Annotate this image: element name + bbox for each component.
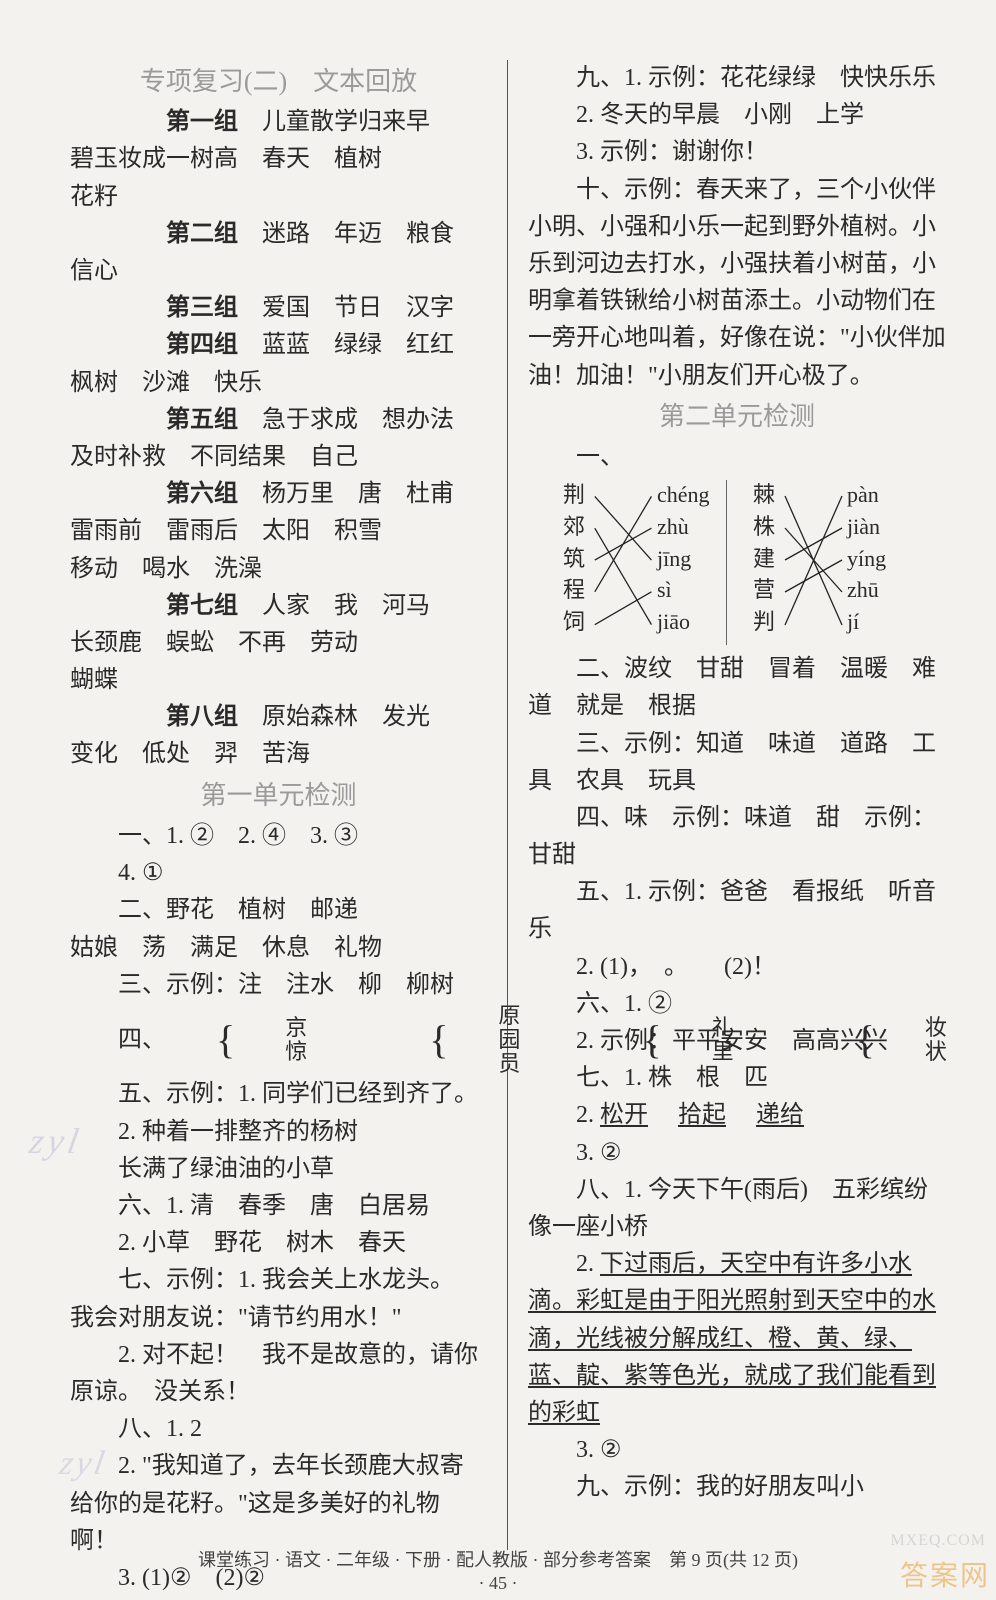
q5-line1: 五、示例：1. 同学们已经到齐了。 (70, 1076, 487, 1113)
group4-line1: 第四组 蓝蓝 绿绿 红红 (70, 327, 487, 364)
r6b: 2. 示例：平平安安 高高兴兴 (528, 1023, 946, 1060)
site-watermark: MXEQ.COM (890, 1532, 986, 1550)
left-column: 专项复习(二) 文本回放 第一组 儿童散学归来早 碧玉妆成一树高 春天 植树 花… (70, 60, 508, 1550)
match-left-pinyin: chéng zhù jīng sì jiāo (651, 480, 721, 645)
q8-line1: 八、1. 2 (70, 1411, 487, 1448)
group7-line1: 第七组 人家 我 河马 (70, 588, 487, 625)
unit2-title: 第二单元检测 (528, 397, 946, 437)
group5-line2: 及时补救 不同结果 自己 (70, 439, 487, 476)
r9b: 2. 冬天的早晨 小刚 上学 (528, 97, 946, 134)
page-number: · 45 · (0, 1573, 996, 1594)
q7-line1: 七、示例：1. 我会关上水龙头。 (70, 1262, 487, 1299)
q4-brace-row: 四、 { 京 惊 { 原 园 员 { 礼 里 { 妆 状 (70, 1004, 487, 1077)
group1-line2: 碧玉妆成一树高 春天 植树 (70, 141, 487, 178)
q7-line3: 2. 对不起！ 我不是故意的，请你原谅。 没关系！ (70, 1337, 487, 1411)
group3: 第三组 爱国 节日 汉字 (70, 290, 487, 327)
q5-line3: 长满了绿油油的小草 (70, 1151, 487, 1188)
r9x: 九、示例：我的好朋友叫小 (528, 1469, 946, 1506)
r3: 三、示例：知道 味道 道路 工具 农具 玩具 (528, 726, 946, 800)
group5-line1: 第五组 急于求成 想办法 (70, 402, 487, 439)
q8-line2: 2. "我知道了，去年长颈鹿大叔寄给你的是花籽。"这是多美好的礼物啊！ (70, 1448, 487, 1560)
matching-diagram: 荆 郊 筑 程 饲 chéng zhù jīng sì jiāo (528, 480, 946, 645)
underlined-text: 松开 (600, 1102, 648, 1128)
group4-line2: 枫树 沙滩 快乐 (70, 365, 487, 402)
unit1-title: 第一单元检测 (70, 776, 487, 816)
group2-line1: 第二组 迷路 年迈 粮食 (70, 216, 487, 253)
r7c: 3. ② (528, 1135, 946, 1172)
q2-line1: 二、野花 植树 邮递 (70, 892, 487, 929)
underlined-text: 递给 (756, 1102, 804, 1128)
group6-line3: 移动 喝水 洗澡 (70, 551, 487, 588)
q1-line2: 4. ① (70, 855, 487, 892)
right-column: 九、1. 示例：花花绿绿 快快乐乐 2. 冬天的早晨 小刚 上学 3. 示例：谢… (508, 60, 946, 1550)
r5b: 2. (1)， 。 (2)！ (528, 949, 946, 986)
brace-icon: { (168, 1022, 235, 1058)
q4-pair1: 京 惊 (237, 1016, 307, 1064)
match-left-hanzi: 荆 郊 筑 程 饲 (557, 480, 591, 645)
q3: 三、示例：注 注水 柳 柳树 (70, 967, 487, 1004)
q5-line2: 2. 种着一排整齐的杨树 (70, 1114, 487, 1151)
q4-label: 四、 (70, 1022, 166, 1059)
group8-line1: 第八组 原始森林 发光 (70, 699, 487, 736)
r8a: 八、1. 今天下午(雨后) 五彩缤纷 像一座小桥 (528, 1172, 946, 1246)
underlined-text: 拾起 (678, 1102, 726, 1128)
group7-line3: 蝴蝶 (70, 662, 487, 699)
group2-line2: 信心 (70, 253, 487, 290)
r8b: 2. 下过雨后，天空中有许多小水滴。彩虹是由于阳光照射到天空中的水滴，光线被分解… (528, 1246, 946, 1432)
match-right-pinyin: pàn jiàn yíng zhū jí (841, 480, 911, 645)
page-footer: 课堂练习 · 语文 · 二年级 · 下册 · 配人教版 · 部分参考答案 第 9… (0, 1546, 996, 1572)
r9a: 九、1. 示例：花花绿绿 快快乐乐 (528, 60, 946, 97)
brace-icon: { (381, 1022, 448, 1058)
q6-line1: 六、1. 清 春季 唐 白居易 (70, 1188, 487, 1225)
group8-line2: 变化 低处 羿 苦海 (70, 736, 487, 773)
r4: 四、味 示例：味道 甜 示例：甘甜 (528, 800, 946, 874)
q6-line2: 2. 小草 野花 树木 春天 (70, 1225, 487, 1262)
underlined-text: 下过雨后，天空中有许多小水滴。彩虹是由于阳光照射到天空中的水滴，光线被分解成红、… (528, 1251, 936, 1426)
r10: 十、示例：春天来了，三个小伙伴小明、小强和小乐一起到野外植树。小乐到河边去打水，… (528, 172, 946, 395)
r7a: 七、1. 株 根 匹 (528, 1060, 946, 1097)
r6a: 六、1. ② (528, 986, 946, 1023)
match-group-right: 棘 株 建 营 判 pàn jiàn yíng zhū jí (747, 480, 917, 645)
r2: 二、波纹 甘甜 冒着 温暖 难道 就是 根据 (528, 651, 946, 725)
q2-line2: 姑娘 荡 满足 休息 礼物 (70, 930, 487, 967)
match-right-hanzi: 棘 株 建 营 判 (747, 480, 781, 645)
group1-line3: 花籽 (70, 179, 487, 216)
q1-line1: 一、1. ② 2. ④ 3. ③ (70, 818, 487, 855)
r8c: 3. ② (528, 1432, 946, 1469)
group6-line2: 雷雨前 雷雨后 太阳 积雪 (70, 513, 487, 550)
match-group-left: 荆 郊 筑 程 饲 chéng zhù jīng sì jiāo (557, 480, 727, 645)
group7-line2: 长颈鹿 蜈蚣 不再 劳动 (70, 625, 487, 662)
section-title-1: 专项复习(二) 文本回放 (70, 62, 487, 102)
match-q-label: 一、 (528, 439, 946, 476)
group1-line1: 第一组 儿童散学归来早 (70, 104, 487, 141)
r9c: 3. 示例：谢谢你！ (528, 134, 946, 171)
r5a: 五、1. 示例：爸爸 看报纸 听音乐 (528, 874, 946, 948)
group6-line1: 第六组 杨万里 唐 杜甫 (70, 476, 487, 513)
q7-line2: 我会对朋友说："请节约用水！" (70, 1300, 487, 1337)
r7b: 2. 松开 拾起 递给 (528, 1097, 946, 1134)
